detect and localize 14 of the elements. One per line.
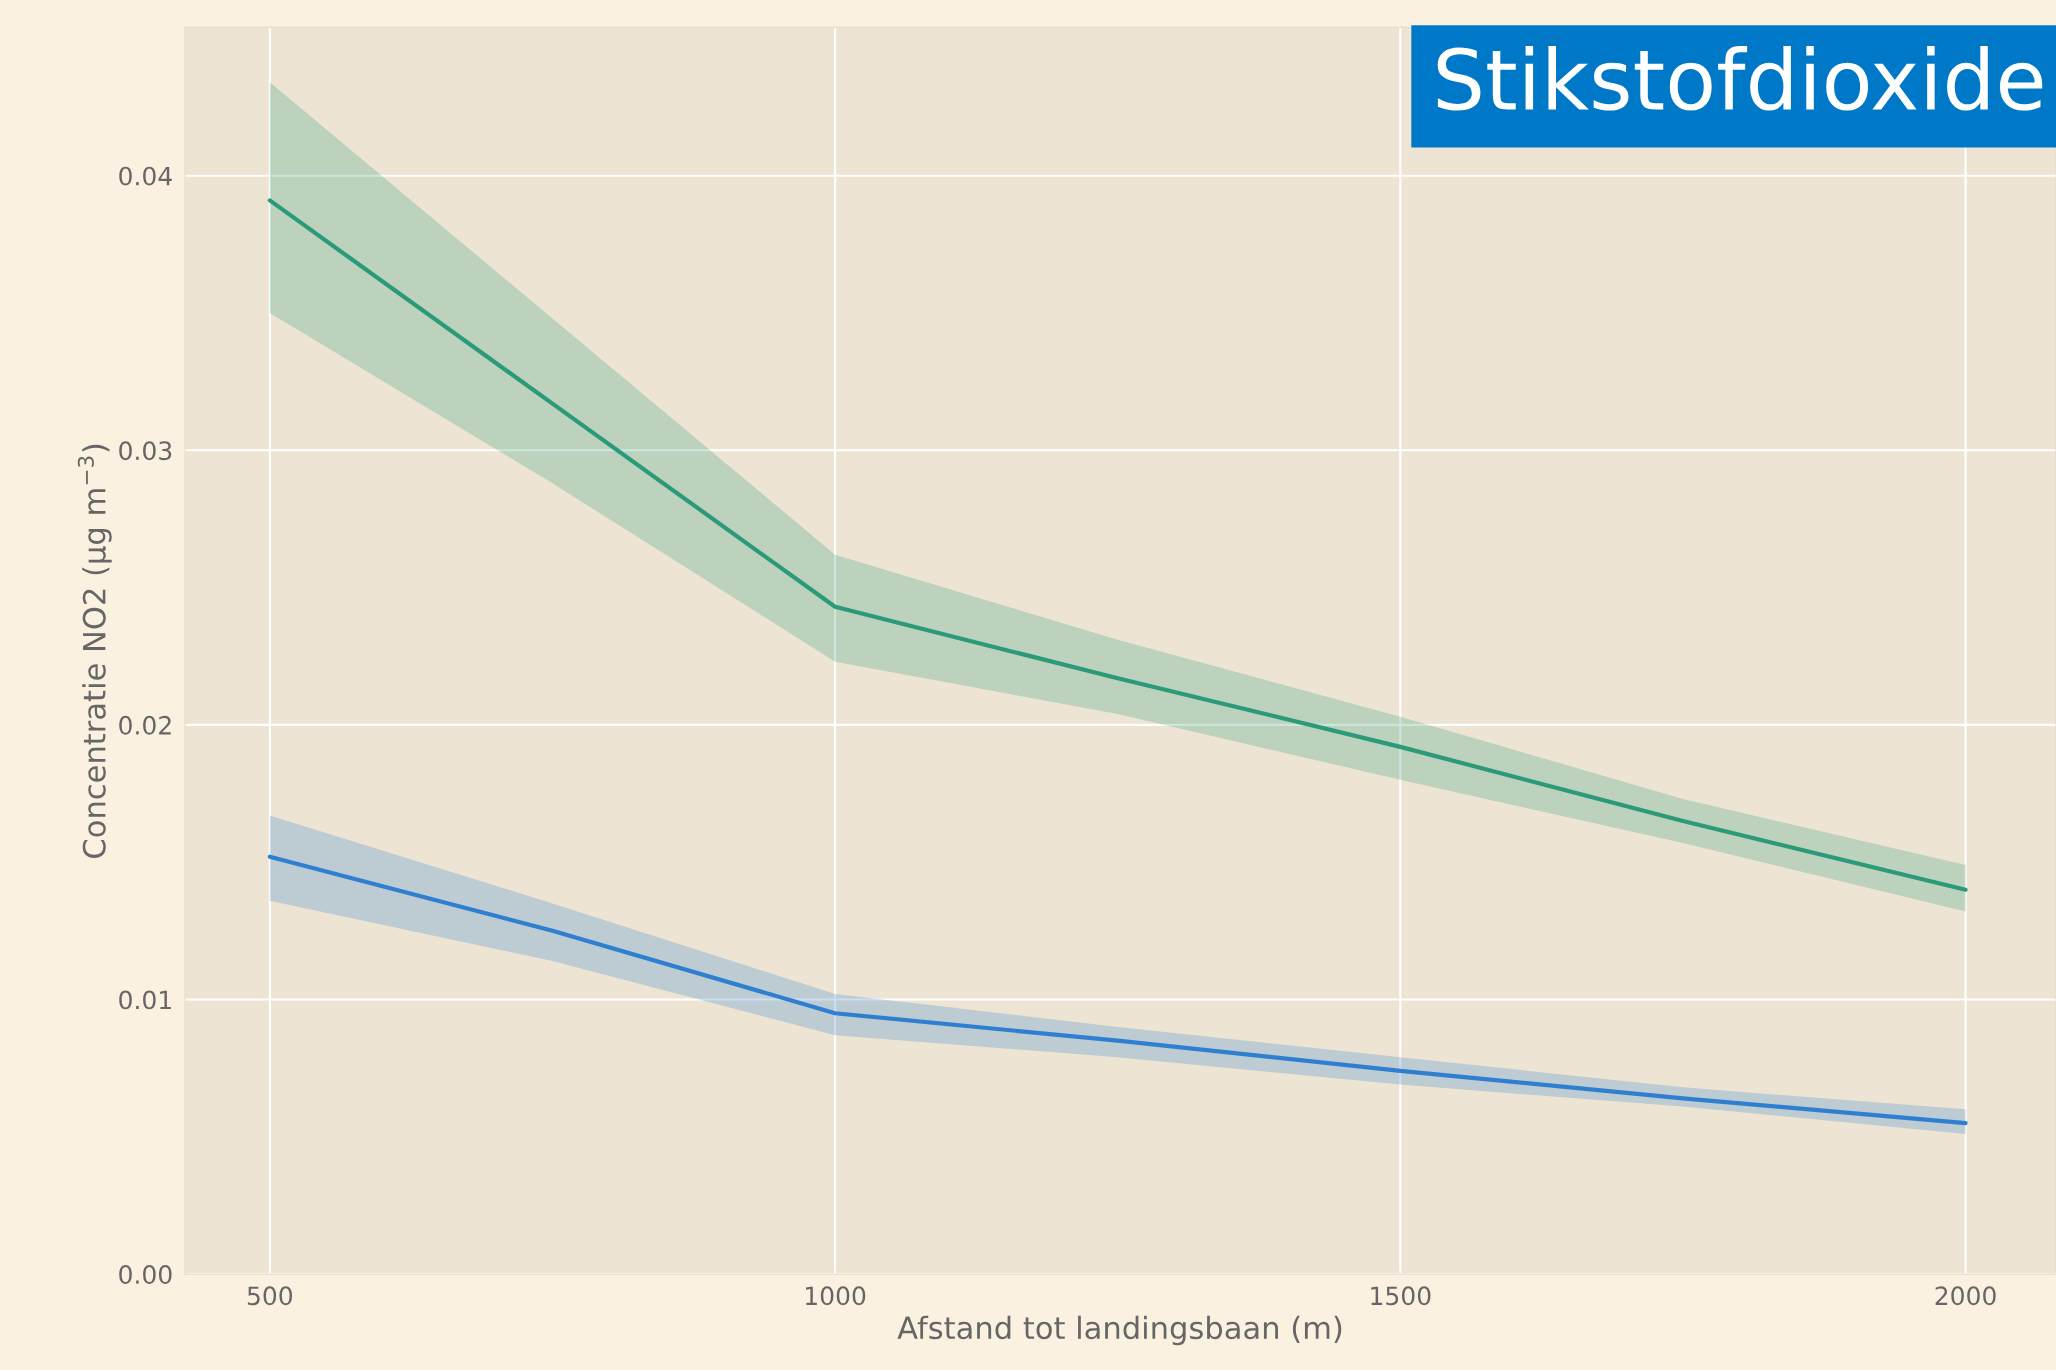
x-tick-label: 1500 <box>1371 1286 1431 1306</box>
y-tick-label: 0.01 <box>119 990 171 1010</box>
y-tick-label: 0.00 <box>119 1265 172 1284</box>
y-tick-label: 0.02 <box>119 715 171 735</box>
x-tick-label: 500 <box>247 1286 293 1306</box>
y-tick-label: 0.04 <box>119 166 172 186</box>
annotation: Stikstofdioxide <box>1437 46 2043 111</box>
line-series <box>267 198 1968 892</box>
y-tick-label: 0.03 <box>119 441 172 461</box>
x-tick-label: 2000 <box>1935 1286 1996 1306</box>
line-series <box>267 854 1968 1126</box>
x-tick-label: 1000 <box>806 1286 866 1306</box>
y-axis-title: Concentratie NO2 (µg m$^{−3}$) <box>77 444 112 858</box>
x-axis-title: Afstand tot landingsbaan (m) <box>897 1315 1342 1346</box>
